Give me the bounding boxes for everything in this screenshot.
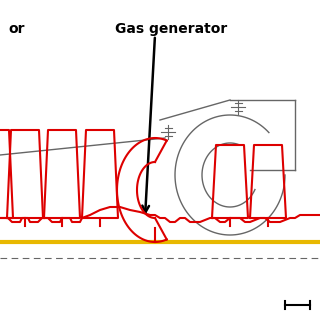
Text: Gas generator: Gas generator: [115, 22, 227, 36]
Text: or: or: [8, 22, 25, 36]
